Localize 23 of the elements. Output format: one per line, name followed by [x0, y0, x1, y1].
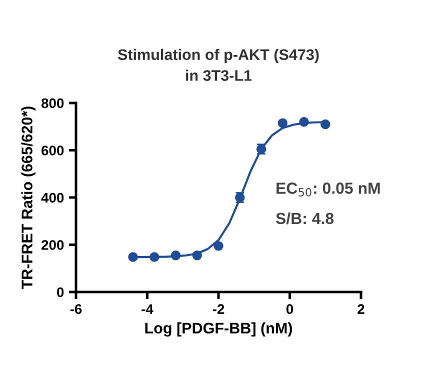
- point: [278, 118, 288, 128]
- y-tick-label: 0: [57, 287, 64, 298]
- y-tick-label: 400: [41, 192, 64, 203]
- x-tick-label: -6: [70, 304, 82, 314]
- y-tick-label: 800: [41, 98, 64, 108]
- point: [214, 241, 224, 251]
- annotation: EC$_{50}$: 0.05 nM: [276, 182, 380, 196]
- point: [192, 250, 202, 260]
- y-axis-title: TR-FRET Ratio (665/620*): [21, 106, 36, 290]
- y-tick-label: 200: [42, 240, 64, 250]
- point: [299, 117, 309, 127]
- point: [320, 119, 330, 130]
- x-tick-label: 0: [286, 304, 294, 314]
- point: [150, 252, 160, 262]
- point: [128, 252, 138, 262]
- y-tick-label: 600: [42, 146, 64, 156]
- point: [170, 250, 181, 260]
- x-tick-label: -4: [142, 304, 154, 314]
- x-tick-label: 2: [358, 304, 364, 314]
- x-axis-title: Log [PDGF-BB] (nM): [145, 322, 292, 337]
- x-tick-label: -2: [212, 304, 224, 314]
- annotation: S/B: 4.8: [276, 212, 334, 224]
- chart-title: Stimulation of p-AKT (S473) in 3T3-L1: [118, 48, 319, 81]
